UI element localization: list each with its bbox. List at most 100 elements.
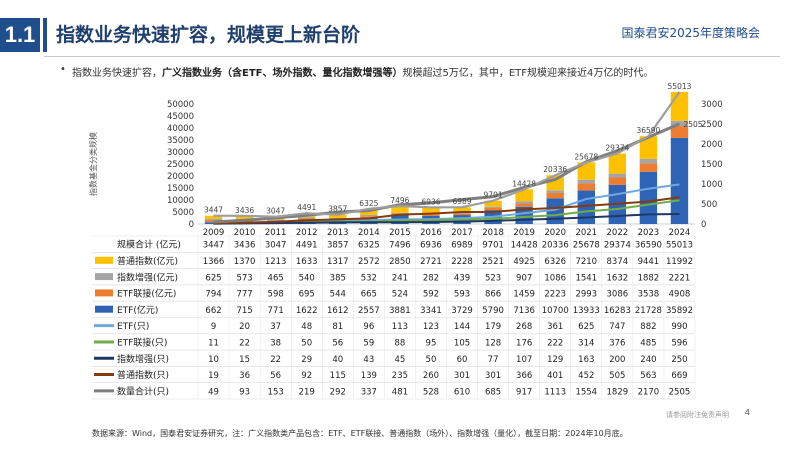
bar-segment (546, 175, 564, 191)
bar-segment (422, 207, 440, 214)
bar-segment (608, 173, 627, 178)
x-tick-label: 2019 (513, 228, 535, 238)
y-axis-label: 指数基金分类规模 (88, 132, 98, 196)
table-cell: 96 (363, 322, 374, 332)
table-cell: 625 (578, 322, 594, 332)
legend-swatch (95, 256, 113, 264)
bar-segment (422, 214, 440, 216)
table-cell: 20 (239, 322, 250, 332)
table-cell: 665 (361, 290, 377, 300)
table-cell: 93 (239, 387, 250, 397)
table-cell: 573 (236, 273, 252, 283)
count-series-line (213, 122, 681, 224)
table-cell: 337 (361, 387, 377, 397)
table-cell: 481 (392, 387, 408, 397)
table-cell: 56 (270, 371, 281, 381)
total-data-label: 7496 (390, 196, 409, 205)
bar-segment (484, 200, 502, 207)
table-cell: 139 (361, 371, 377, 381)
table-cell: 2993 (575, 290, 597, 300)
table-cell: 9701 (482, 241, 504, 251)
table-cell: 314 (578, 338, 594, 348)
table-cell: 59 (363, 338, 374, 348)
bar-segment (670, 120, 689, 127)
table-cell: 596 (671, 338, 687, 348)
table-cell: 29374 (604, 241, 631, 251)
x-tick-label: 2023 (638, 228, 660, 238)
table-cell: 361 (547, 322, 563, 332)
table-cell: 524 (392, 290, 408, 300)
table-cell: 260 (423, 371, 439, 381)
bar-segment (329, 214, 347, 218)
table-cell: 685 (485, 387, 501, 397)
table-cell: 235 (392, 371, 408, 381)
y-tick-label: 40000 (167, 124, 194, 134)
table-cell: 10 (208, 355, 219, 365)
bar-segment (670, 137, 689, 224)
table-cell: 77 (488, 355, 499, 365)
table-cell: 15 (239, 355, 250, 365)
table-cell: 505 (609, 371, 625, 381)
table-cell: 1882 (638, 273, 660, 283)
table-cell: 241 (392, 273, 408, 283)
table-cell: 3341 (420, 306, 442, 316)
bar-segment (577, 179, 595, 184)
table-cell: 3857 (327, 241, 349, 251)
table-cell: 593 (454, 290, 470, 300)
table-cell: 13933 (573, 306, 600, 316)
table-row-label: 普通指数(只) (117, 369, 169, 381)
brand-label: 国泰君安2025年度策略会 (621, 26, 760, 40)
table-cell: 200 (609, 355, 625, 365)
title-accent-bar (43, 18, 47, 52)
table-cell: 29 (301, 355, 312, 365)
y-tick-label: 20000 (167, 172, 194, 182)
table-cell: 3436 (234, 241, 256, 251)
table-cell: 1317 (327, 257, 349, 267)
table-cell: 3447 (203, 241, 225, 251)
table-cell: 268 (516, 322, 532, 332)
table-cell: 35892 (666, 306, 693, 316)
bar-segment (391, 212, 409, 214)
total-data-label: 20336 (543, 165, 567, 174)
x-tick-label: 2018 (482, 228, 504, 238)
table-cell: 40 (332, 355, 343, 365)
total-data-label: 9701 (484, 191, 503, 200)
table-cell: 866 (485, 290, 501, 300)
table-cell: 14428 (511, 241, 538, 251)
bar-segment (577, 183, 595, 191)
table-cell: 10700 (542, 306, 569, 316)
table-cell: 1622 (296, 306, 318, 316)
bar-segment (515, 189, 533, 202)
y2-tick-label: 3000 (701, 100, 723, 110)
x-tick-label: 2021 (575, 228, 597, 238)
table-cell: 55013 (666, 241, 693, 251)
bar-segment (639, 163, 658, 172)
table-row-label: 规模合计 (亿元) (117, 239, 181, 251)
bar-segment (360, 216, 378, 218)
table-cell: 11 (208, 338, 219, 348)
table-cell: 747 (609, 322, 625, 332)
table-cell: 301 (454, 371, 470, 381)
table-cell: 7496 (389, 241, 411, 251)
table-cell: 6936 (420, 241, 442, 251)
table-cell: 48 (301, 322, 312, 332)
table-cell: 1633 (296, 257, 318, 267)
y2-tick-label: 2000 (701, 140, 723, 150)
total-data-label: 36590 (636, 126, 660, 135)
table-row-label: 数量合计(只) (117, 385, 169, 397)
table-cell: 3047 (265, 241, 287, 251)
bullet-icon: • (60, 64, 66, 75)
bar-segment (546, 198, 564, 224)
footnote: 数据来源：Wind，国泰君安证券研究，注：广义指数类产品包含：ETF、ETF联接… (92, 429, 628, 438)
table-cell: 88 (394, 338, 405, 348)
table-cell: 544 (330, 290, 346, 300)
y2-tick-label: 0 (701, 220, 706, 230)
x-tick-label: 2022 (607, 228, 629, 238)
table-cell: 2221 (669, 273, 691, 283)
table-cell: 36 (239, 371, 250, 381)
title-divider (44, 56, 780, 57)
table-cell: 4925 (513, 257, 535, 267)
table-cell: 22 (270, 355, 281, 365)
bar-segment (235, 215, 254, 220)
table-cell: 179 (485, 322, 501, 332)
